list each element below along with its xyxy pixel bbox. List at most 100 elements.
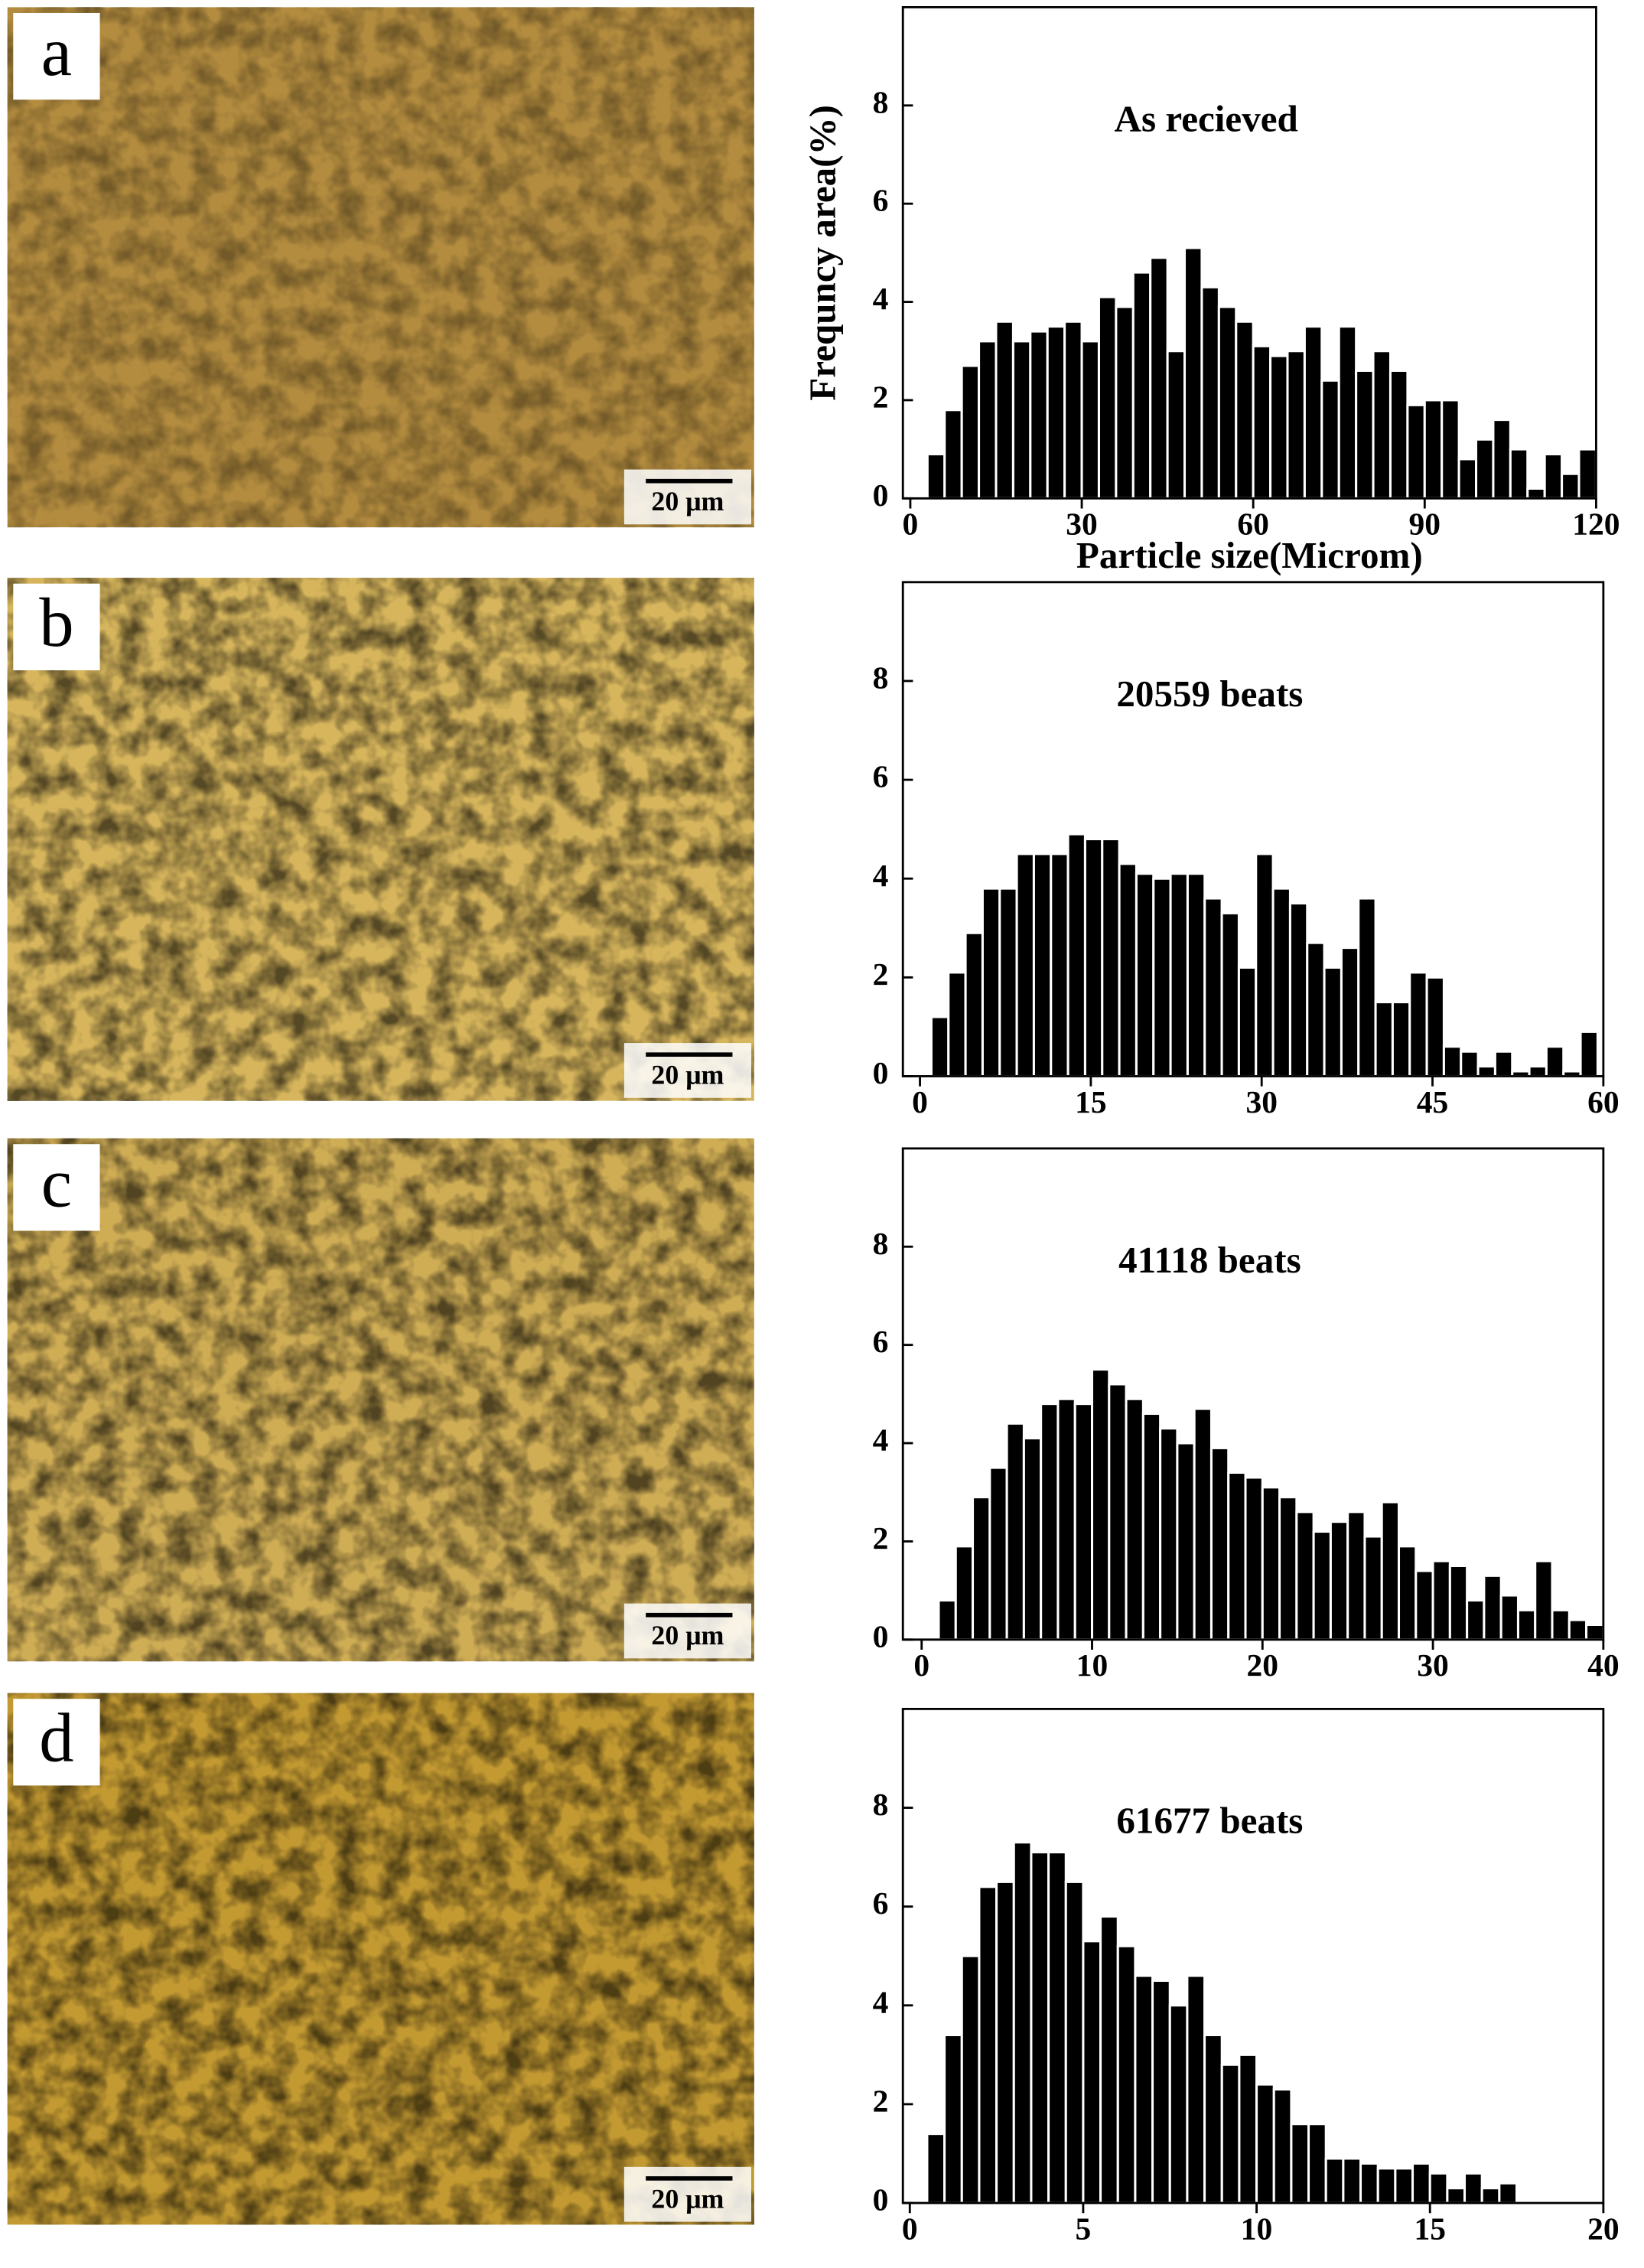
micrograph-texture [7, 7, 754, 528]
x-tick-label: 0 [913, 1647, 929, 1683]
bar [1388, 369, 1409, 500]
bar [1272, 2088, 1293, 2204]
bar [1307, 2123, 1327, 2204]
bar [1255, 2083, 1275, 2204]
bar [1448, 1564, 1469, 1641]
bar [978, 1885, 998, 2204]
y-tick-label: 2 [873, 956, 889, 992]
bar [1460, 1050, 1480, 1077]
bar [1579, 1030, 1599, 1077]
y-tick-label: 4 [873, 858, 889, 893]
x-tick-label: 10 [1241, 2211, 1273, 2246]
y-tick-label: 6 [873, 183, 889, 218]
bar [1493, 1050, 1514, 1077]
bar [1425, 976, 1445, 1077]
bar [998, 887, 1018, 1077]
bar [988, 1466, 1008, 1641]
y-tick-label: 4 [873, 1422, 889, 1458]
bar [1012, 1841, 1033, 2204]
bar [1324, 2157, 1345, 2204]
bar [1203, 897, 1223, 1077]
bar [978, 340, 998, 500]
y-tick-label: 8 [873, 84, 889, 119]
plot-frame [901, 1147, 1605, 1641]
bar [1320, 379, 1340, 500]
bar [1237, 966, 1258, 1077]
bar [1220, 2063, 1241, 2204]
bar [1134, 1974, 1154, 2204]
bar [1261, 1486, 1281, 1641]
bar [1151, 1979, 1171, 2204]
bar [1278, 1496, 1298, 1641]
chart-title: 41118 beats [1118, 1239, 1301, 1281]
bar [1159, 1427, 1179, 1641]
bar [1235, 320, 1255, 500]
y-axis-label: Frequncy area(%) [801, 105, 843, 401]
bar [937, 1598, 957, 1641]
scale-bar-label: 20 μm [651, 486, 724, 516]
bar [1561, 472, 1581, 500]
micrograph-texture [7, 1693, 754, 2225]
bar [1295, 1510, 1315, 1641]
bar [1046, 325, 1066, 500]
bar [1526, 487, 1546, 500]
micrograph-texture [7, 1138, 754, 1662]
x-tick-label: 0 [902, 2211, 918, 2246]
chart-title: 20559 beats [1116, 673, 1303, 715]
micrograph-texture [7, 578, 754, 1101]
bar [1166, 350, 1187, 500]
bar [1585, 1623, 1605, 1641]
bar [1406, 403, 1426, 500]
x-tick-label: 20 [1247, 1647, 1279, 1683]
bar [954, 1545, 975, 1641]
x-tick-label: 10 [1076, 1647, 1108, 1683]
panel-label-box [13, 1144, 100, 1231]
bar [1423, 399, 1444, 500]
x-tick-label: 40 [1587, 1647, 1620, 1683]
bar [1567, 1618, 1588, 1641]
scale-bar-box [623, 469, 751, 525]
bar [1141, 1412, 1162, 1641]
y-tick-label: 6 [873, 759, 889, 794]
bar [1290, 2123, 1310, 2204]
bar [1217, 305, 1238, 500]
bar [972, 1496, 991, 1641]
y-tick-label: 0 [873, 1618, 889, 1654]
bar [1227, 1471, 1247, 1641]
chart-title: 61677 beats [1116, 1800, 1303, 1842]
bar [1244, 1476, 1264, 1641]
bar [1441, 399, 1460, 500]
x-tick-label: 60 [1587, 1084, 1620, 1119]
bar [1005, 1422, 1025, 1641]
bar [1056, 1397, 1076, 1641]
bar [1022, 1437, 1043, 1641]
bar [1442, 1045, 1463, 1077]
bar [943, 2034, 963, 2204]
bar [1376, 2167, 1397, 2204]
bar [1346, 1510, 1366, 1641]
bar [1152, 877, 1172, 1077]
bar [1050, 852, 1069, 1077]
bar [1431, 1559, 1451, 1641]
bar [1499, 1594, 1519, 1641]
bar [1492, 419, 1512, 500]
y-tick-label: 0 [873, 1055, 889, 1090]
bar [1099, 1915, 1119, 2204]
x-tick-label: 60 [1237, 507, 1269, 542]
bar [1466, 1598, 1486, 1641]
bar [1303, 325, 1323, 500]
bar [1169, 872, 1189, 1077]
bar [1186, 1974, 1206, 2204]
scale-bar-label: 20 μm [651, 1620, 724, 1650]
y-tick-label: 2 [873, 1520, 889, 1556]
bar [1066, 833, 1086, 1077]
bar [1394, 2167, 1414, 2204]
bar [1374, 1001, 1394, 1077]
bar [995, 1880, 1015, 2204]
y-tick-label: 0 [873, 477, 889, 513]
panel-label-box [13, 583, 100, 670]
bar [1408, 971, 1428, 1077]
bar [1475, 438, 1495, 500]
